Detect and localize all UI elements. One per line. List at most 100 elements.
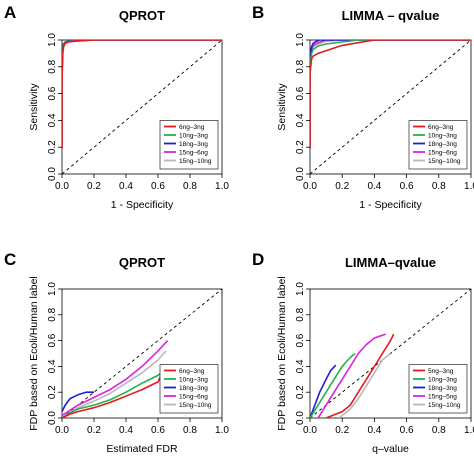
y-tick-label: 1.0 — [47, 33, 58, 47]
plot-frame — [61, 288, 223, 419]
panel-title: QPROT — [119, 8, 165, 23]
y-tick-label: 0.4 — [295, 359, 306, 373]
y-tick-label: 0.6 — [47, 333, 58, 347]
x-tick-label: 0.4 — [367, 425, 381, 436]
y-axis-label: Sensitivity — [28, 83, 40, 131]
x-tick-label: 1.0 — [464, 181, 474, 192]
series-line — [62, 350, 167, 418]
x-tick-label: 0.6 — [400, 425, 414, 436]
legend-label: 18ng–3ng — [428, 141, 457, 148]
plot-frame — [309, 288, 472, 419]
x-axis-label: 1 - Specificity — [359, 199, 422, 211]
legend-label: 10ng–3ng — [179, 132, 208, 139]
y-tick-label: 0.2 — [295, 140, 306, 154]
y-tick-label: 0.8 — [295, 59, 306, 73]
y-tick-label: 0.2 — [295, 385, 306, 399]
series-line — [62, 40, 222, 149]
x-tick-label: 1.0 — [215, 425, 229, 436]
diagonal-reference-line — [61, 288, 223, 419]
series-line — [62, 370, 164, 418]
y-axis-label: Sensitivity — [276, 83, 288, 131]
x-tick-label: 0.8 — [183, 181, 197, 192]
x-tick-label: 0.2 — [87, 425, 101, 436]
y-tick-label: 0.6 — [295, 333, 306, 347]
y-axis-label: FDP based on Ecoli/Human label — [28, 276, 40, 430]
x-tick-label: 0.6 — [151, 425, 165, 436]
x-tick-label: 0.4 — [119, 425, 133, 436]
legend-label: 15ng–6ng — [428, 149, 457, 156]
series-line — [317, 333, 386, 418]
x-tick-label: 0.6 — [400, 181, 414, 192]
legend-label: 18ng–3ng — [179, 141, 208, 148]
x-tick-label: 1.0 — [464, 425, 474, 436]
series-line — [338, 352, 391, 418]
x-tick-label: 0.8 — [432, 425, 446, 436]
series-line — [310, 364, 337, 418]
y-tick-label: 0.6 — [47, 86, 58, 100]
x-tick-label: 0.8 — [432, 181, 446, 192]
x-tick-label: 0.0 — [303, 425, 317, 436]
y-tick-label: 0.0 — [295, 167, 306, 181]
legend-label: 15ng–10ng — [179, 402, 212, 409]
legend-label: 15ng–5ng — [428, 393, 457, 400]
y-tick-label: 1.0 — [47, 282, 58, 296]
y-tick-label: 1.0 — [295, 282, 306, 296]
panel-c: C QPROT 0.0 0.2 0.4 0.6 0.8 1.0 0.0 0.2 0.4 0.6 0.8 1… — [4, 250, 229, 455]
y-tick-label: 1.0 — [295, 33, 306, 47]
x-axis-label: Estimated FDR — [106, 443, 178, 455]
y-axis-label: FDP based on Ecoli/Human label — [276, 276, 288, 430]
x-tick-label: 0.2 — [335, 181, 349, 192]
panel-a: A QPROT 0.0 0.2 0.4 0.6 0.8 1.0 0.0 0.2 0.4 0.6 0.8 1… — [4, 3, 229, 211]
legend-label: 15ng–6ng — [179, 393, 208, 400]
legend-label: 15ng–6ng — [179, 149, 208, 156]
y-tick-label: 0.0 — [47, 411, 58, 425]
legend-label: 6ng–3ng — [428, 124, 454, 131]
x-tick-label: 0.0 — [55, 425, 69, 436]
x-tick-label: 0.8 — [183, 425, 197, 436]
y-tick-label: 0.4 — [47, 359, 58, 373]
panel-b: B LIMMA – qvalue 0.0 0.2 0.4 0.6 0.8 1.0 0.0 0.2 0… — [252, 3, 474, 211]
legend-label: 10ng–3ng — [428, 132, 457, 139]
panel-d: D LIMMA–qvalue 0.0 0.2 0.4 0.6 0.8 1.0 0.0 0.2 0.4… — [252, 250, 474, 455]
y-tick-label: 0.2 — [47, 140, 58, 154]
y-tick-label: 0.8 — [47, 59, 58, 73]
legend-label: 18ng–3ng — [428, 385, 457, 392]
x-tick-label: 0.6 — [151, 181, 165, 192]
legend-label: 15ng–10ng — [179, 158, 212, 165]
panel-letter: A — [4, 3, 16, 22]
series-line — [310, 40, 471, 149]
series-line — [310, 40, 471, 149]
panel-letter: D — [252, 250, 264, 269]
x-axis-label: 1 - Specificity — [111, 199, 174, 211]
x-tick-label: 1.0 — [215, 181, 229, 192]
y-tick-label: 0.4 — [295, 113, 306, 127]
x-tick-label: 0.4 — [119, 181, 133, 192]
y-tick-label: 0.8 — [295, 307, 306, 321]
y-tick-label: 0.0 — [47, 167, 58, 181]
series-line — [310, 352, 356, 418]
panel-title: LIMMA – qvalue — [342, 8, 440, 23]
y-tick-label: 0.4 — [47, 113, 58, 127]
panel-letter: C — [4, 250, 16, 269]
panel-letter: B — [252, 3, 264, 22]
legend-label: 15ng–10ng — [428, 158, 461, 165]
legend-label: 18ng–3ng — [179, 385, 208, 392]
series-line — [325, 333, 395, 418]
diagonal-reference-line — [309, 39, 472, 175]
x-tick-label: 0.0 — [55, 181, 69, 192]
y-tick-label: 0.0 — [295, 411, 306, 425]
x-tick-label: 0.0 — [303, 181, 317, 192]
x-tick-label: 0.2 — [87, 181, 101, 192]
legend-label: 15ng–10ng — [428, 402, 461, 409]
panel-title: LIMMA–qvalue — [345, 255, 436, 270]
x-axis-label: q–value — [372, 443, 409, 455]
y-tick-label: 0.6 — [295, 86, 306, 100]
y-tick-label: 0.2 — [47, 385, 58, 399]
x-tick-label: 0.4 — [367, 181, 381, 192]
legend-label: 5ng–3ng — [428, 368, 454, 375]
series-line — [310, 40, 471, 149]
